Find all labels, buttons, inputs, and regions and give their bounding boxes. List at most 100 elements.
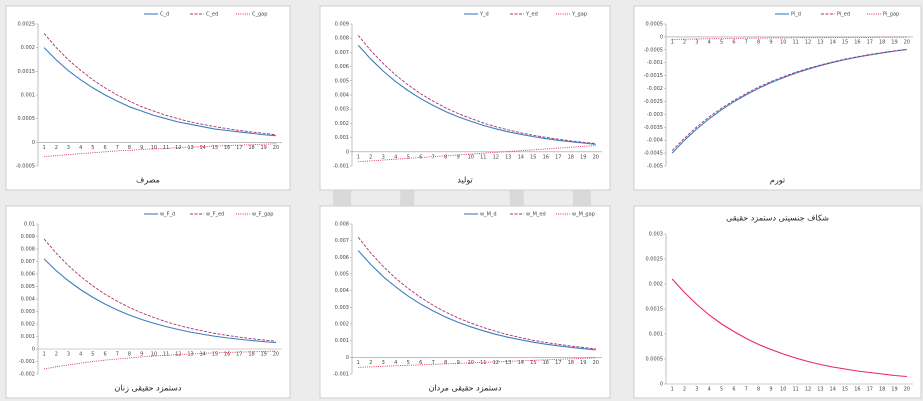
x-tick-label: 3 bbox=[67, 145, 70, 151]
x-tick-label: 20 bbox=[904, 39, 910, 45]
x-tick-label: 14 bbox=[518, 154, 524, 160]
chart-panel bbox=[5, 205, 291, 399]
x-tick-label: 11 bbox=[480, 360, 486, 366]
y-tick-label: -0.0015 bbox=[644, 73, 663, 79]
series-line bbox=[672, 36, 907, 40]
y-tick-label: 0 bbox=[32, 140, 35, 146]
y-tick-label: 0.007 bbox=[335, 238, 349, 244]
series-line bbox=[357, 44, 596, 145]
x-tick-label: 6 bbox=[104, 145, 107, 151]
x-tick-label: 15 bbox=[212, 352, 218, 358]
x-tick-label: 12 bbox=[493, 360, 499, 366]
x-tick-label: 19 bbox=[891, 387, 897, 393]
y-tick-label: 0.001 bbox=[335, 338, 349, 344]
y-tick-label: 0.004 bbox=[335, 288, 349, 294]
y-tick-label: -0.001 bbox=[333, 372, 349, 378]
y-tick-label: 0.006 bbox=[335, 255, 349, 261]
x-tick-label: 16 bbox=[224, 352, 230, 358]
x-tick-label: 19 bbox=[580, 154, 586, 160]
y-tick-label: 0.001 bbox=[21, 93, 35, 99]
chart-title: تولید bbox=[457, 176, 472, 185]
x-tick-label: 8 bbox=[757, 39, 760, 45]
x-tick-label: 6 bbox=[104, 352, 107, 358]
series-line bbox=[671, 48, 907, 151]
x-tick-label: 11 bbox=[480, 154, 486, 160]
x-tick-label: 4 bbox=[79, 352, 82, 358]
x-tick-label: 17 bbox=[867, 39, 873, 45]
y-tick-label: 0.002 bbox=[335, 121, 349, 127]
x-tick-label: 11 bbox=[163, 352, 169, 358]
x-tick-label: 13 bbox=[817, 39, 823, 45]
x-tick-label: 17 bbox=[867, 387, 873, 393]
chart-title: دستمزد حقیقی مردان bbox=[429, 384, 502, 393]
x-tick-label: 6 bbox=[732, 387, 735, 393]
x-tick-label: 17 bbox=[555, 360, 561, 366]
series-line bbox=[357, 250, 596, 351]
y-tick-label: 0.008 bbox=[335, 222, 349, 228]
y-tick-label: 0.0015 bbox=[646, 307, 664, 313]
x-tick-label: 7 bbox=[432, 360, 435, 366]
series-line bbox=[357, 237, 596, 350]
legend-label: w_M_gap bbox=[572, 212, 595, 218]
x-tick-label: 3 bbox=[67, 352, 70, 358]
chart: دستمزد حقیقی زنان -0.002 -0.001 0 0.001 0.002… bbox=[5, 205, 291, 399]
x-tick-label: 14 bbox=[830, 387, 836, 393]
y-tick-label: 0.008 bbox=[335, 36, 349, 42]
x-tick-label: 2 bbox=[683, 387, 686, 393]
x-tick-label: 18 bbox=[568, 360, 574, 366]
legend-label: Y_ed bbox=[525, 12, 538, 18]
x-tick-label: 18 bbox=[568, 154, 574, 160]
x-tick-label: 10 bbox=[151, 145, 157, 151]
y-tick-label: 0.001 bbox=[335, 135, 349, 141]
y-tick-label: 0 bbox=[32, 347, 35, 353]
x-tick-label: 3 bbox=[695, 39, 698, 45]
x-tick-label: 4 bbox=[394, 360, 397, 366]
x-tick-label: 18 bbox=[879, 39, 885, 45]
x-tick-label: 18 bbox=[248, 145, 254, 151]
x-tick-label: 9 bbox=[457, 154, 460, 160]
x-tick-label: 14 bbox=[830, 39, 836, 45]
y-tick-label: 0.005 bbox=[21, 284, 35, 290]
y-tick-label: 0 bbox=[660, 34, 663, 40]
y-tick-label: 0.0015 bbox=[18, 69, 36, 75]
x-tick-label: 3 bbox=[382, 154, 385, 160]
x-tick-label: 1 bbox=[671, 387, 674, 393]
x-tick-label: 16 bbox=[543, 154, 549, 160]
x-tick-label: 7 bbox=[745, 387, 748, 393]
x-tick-label: 7 bbox=[116, 145, 119, 151]
x-tick-label: 4 bbox=[79, 145, 82, 151]
y-tick-label: 0.0005 bbox=[646, 357, 664, 363]
y-tick-label: 0.005 bbox=[335, 78, 349, 84]
x-tick-label: 14 bbox=[518, 360, 524, 366]
x-tick-label: 16 bbox=[854, 39, 860, 45]
y-tick-label: 0.001 bbox=[21, 334, 35, 340]
y-tick-label: 0.0025 bbox=[646, 257, 664, 263]
legend-label: w_F_gap bbox=[252, 212, 273, 218]
y-tick-label: 0.009 bbox=[335, 22, 349, 28]
x-tick-label: 9 bbox=[140, 352, 143, 358]
y-tick-label: 0.003 bbox=[335, 305, 349, 311]
x-tick-label: 17 bbox=[236, 352, 242, 358]
y-tick-label: 0.007 bbox=[21, 259, 35, 265]
x-tick-label: 20 bbox=[593, 360, 599, 366]
x-tick-label: 12 bbox=[493, 154, 499, 160]
x-tick-label: 9 bbox=[769, 387, 772, 393]
x-tick-label: 11 bbox=[163, 145, 169, 151]
legend-label: w_M_ed bbox=[526, 212, 546, 218]
legend-label: w_M_d bbox=[480, 212, 497, 218]
series-line bbox=[358, 357, 596, 368]
chart-panel bbox=[5, 5, 291, 191]
x-tick-label: 8 bbox=[444, 154, 447, 160]
y-tick-label: 0.002 bbox=[335, 322, 349, 328]
x-tick-label: 8 bbox=[128, 352, 131, 358]
y-tick-label: -0.004 bbox=[647, 138, 663, 144]
x-tick-label: 7 bbox=[116, 352, 119, 358]
chart: تورم -0.005 -0.0045 -0.004 -0.0035 -0.003 -0.0… bbox=[633, 5, 922, 191]
x-tick-label: 13 bbox=[505, 154, 511, 160]
x-tick-label: 6 bbox=[419, 360, 422, 366]
chart: دستمزد حقیقی مردان -0.001 0 0.001 0.002 0.003… bbox=[319, 205, 611, 399]
x-tick-label: 18 bbox=[879, 387, 885, 393]
y-tick-label: 0.005 bbox=[335, 272, 349, 278]
